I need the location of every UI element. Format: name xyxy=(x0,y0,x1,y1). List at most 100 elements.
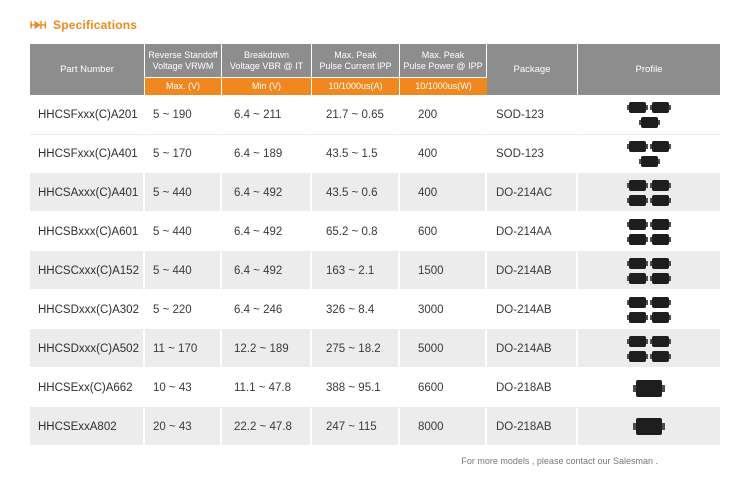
part-number-cell: HHCSCxxx(C)A152 xyxy=(30,252,145,291)
package-cell: SOD-123 xyxy=(487,135,578,174)
col-header-ipp-line1: Max. Peak xyxy=(334,49,377,60)
profile-cell xyxy=(578,291,720,330)
ppp-cell: 400 xyxy=(400,135,487,174)
subheader-ppp-unit: 10/1000us(W) xyxy=(400,78,487,96)
ipp-cell: 21.7 ~ 0.65 xyxy=(312,96,400,135)
col-header-package: Package xyxy=(487,44,578,96)
package-chip-icon xyxy=(650,141,671,152)
table-row: HHCSDxxx(C)A302 5 ~ 220 6.4 ~ 246 326 ~ … xyxy=(30,291,720,330)
profile-image xyxy=(623,335,675,362)
table-header-row: Part Number Reverse Standoff Voltage VRW… xyxy=(30,44,720,96)
col-header-ppp-line1: Max. Peak xyxy=(421,49,465,60)
package-chip-icon xyxy=(638,156,660,167)
col-header-vbr-line1: Breakdown xyxy=(243,49,290,60)
package-cell: DO-214AA xyxy=(487,213,578,252)
package-chip-icon xyxy=(650,297,671,308)
profile-image xyxy=(623,219,675,245)
table-row: HHCSExxA802 20 ~ 43 22.2 ~ 47.8 247 ~ 11… xyxy=(30,408,720,447)
profile-cell xyxy=(578,408,720,447)
diode-icon xyxy=(30,20,47,30)
package-chip-icon xyxy=(627,350,648,362)
part-number-cell: HHCSDxxx(C)A302 xyxy=(30,291,145,330)
profile-cell xyxy=(578,135,720,174)
ppp-cell: 400 xyxy=(400,174,487,213)
profile-cell xyxy=(578,213,720,252)
vrwm-cell: 5 ~ 440 xyxy=(145,213,222,252)
vbr-cell: 6.4 ~ 246 xyxy=(222,291,312,330)
package-cell: DO-214AB xyxy=(487,252,578,291)
part-number-cell: HHCSDxxx(C)A502 xyxy=(30,330,145,369)
ppp-cell: 600 xyxy=(400,213,487,252)
table-row: HHCSFxxx(C)A201 5 ~ 190 6.4 ~ 211 21.7 ~… xyxy=(30,96,720,135)
ipp-cell: 65.2 ~ 0.8 xyxy=(312,213,400,252)
ppp-cell: 1500 xyxy=(400,252,487,291)
page-title: Specifications xyxy=(53,18,138,32)
col-header-vrwm: Reverse Standoff Voltage VRWM xyxy=(145,44,222,78)
part-number-cell: HHCSBxxx(C)A601 xyxy=(30,213,145,252)
ppp-cell: 6600 xyxy=(400,369,487,408)
package-chip-icon xyxy=(650,102,671,113)
footer-note: For more models , please contact our Sal… xyxy=(461,456,658,466)
vrwm-cell: 5 ~ 440 xyxy=(145,252,222,291)
profile-image xyxy=(620,102,678,128)
ppp-cell: 5000 xyxy=(400,330,487,369)
vbr-cell: 6.4 ~ 492 xyxy=(222,174,312,213)
col-header-ppp-line2: Pulse Power @ IPP xyxy=(403,60,483,71)
package-cell: DO-218AB xyxy=(487,408,578,447)
ipp-cell: 163 ~ 2.1 xyxy=(312,252,400,291)
profile-image xyxy=(623,179,675,206)
package-chip-icon xyxy=(627,312,648,323)
package-chip-icon xyxy=(627,194,648,206)
profile-image xyxy=(623,257,675,284)
vbr-cell: 6.4 ~ 211 xyxy=(222,96,312,135)
package-chip-icon xyxy=(633,379,665,397)
table-subheader-row: Max. (V) Min (V) 10/1000us(A) 10/1000us(… xyxy=(30,78,720,96)
profile-cell xyxy=(578,96,720,135)
col-header-vrwm-line2: Voltage VRWM xyxy=(152,60,214,71)
package-chip-icon xyxy=(627,179,648,191)
package-chip-icon xyxy=(638,117,660,128)
subheader-vbr-unit: Min (V) xyxy=(222,78,312,96)
table-row: HHCSDxxx(C)A502 11 ~ 170 12.2 ~ 189 275 … xyxy=(30,330,720,369)
vbr-cell: 22.2 ~ 47.8 xyxy=(222,408,312,447)
vrwm-cell: 5 ~ 170 xyxy=(145,135,222,174)
package-chip-icon xyxy=(627,335,648,347)
package-cell: SOD-123 xyxy=(487,96,578,135)
col-header-vbr-line2: Voltage VBR @ IT xyxy=(229,60,304,71)
part-number-cell: HHCSExxA802 xyxy=(30,408,145,447)
package-chip-icon xyxy=(627,141,648,152)
ppp-cell: 3000 xyxy=(400,291,487,330)
part-number-cell: HHCSFxxx(C)A201 xyxy=(30,96,145,135)
ipp-cell: 43.5 ~ 0.6 xyxy=(312,174,400,213)
profile-image xyxy=(620,141,678,167)
table-row: HHCSAxxx(C)A401 5 ~ 440 6.4 ~ 492 43.5 ~… xyxy=(30,174,720,213)
profile-cell xyxy=(578,252,720,291)
package-cell: DO-214AB xyxy=(487,291,578,330)
package-cell: DO-214AC xyxy=(487,174,578,213)
col-header-vrwm-line1: Reverse Standoff xyxy=(148,49,218,60)
vrwm-cell: 20 ~ 43 xyxy=(145,408,222,447)
col-header-ppp: Max. Peak Pulse Power @ IPP xyxy=(400,44,487,78)
ipp-cell: 247 ~ 115 xyxy=(312,408,400,447)
package-chip-icon xyxy=(650,234,671,245)
ppp-cell: 200 xyxy=(400,96,487,135)
vbr-cell: 11.1 ~ 47.8 xyxy=(222,369,312,408)
col-header-ipp: Max. Peak Pulse Current IPP xyxy=(312,44,400,78)
vrwm-cell: 5 ~ 220 xyxy=(145,291,222,330)
vrwm-cell: 10 ~ 43 xyxy=(145,369,222,408)
profile-image xyxy=(578,379,720,397)
part-number-cell: HHCSFxxx(C)A401 xyxy=(30,135,145,174)
profile-cell xyxy=(578,174,720,213)
package-chip-icon xyxy=(627,257,648,269)
vrwm-cell: 5 ~ 440 xyxy=(145,174,222,213)
package-chip-icon xyxy=(627,102,648,113)
ipp-cell: 43.5 ~ 1.5 xyxy=(312,135,400,174)
vbr-cell: 12.2 ~ 189 xyxy=(222,330,312,369)
col-header-ipp-line2: Pulse Current IPP xyxy=(319,60,392,71)
package-chip-icon xyxy=(627,219,648,230)
package-chip-icon xyxy=(627,272,648,284)
profile-cell xyxy=(578,330,720,369)
package-chip-icon xyxy=(650,179,671,191)
profile-cell xyxy=(578,369,720,408)
col-header-vbr: Breakdown Voltage VBR @ IT xyxy=(222,44,312,78)
